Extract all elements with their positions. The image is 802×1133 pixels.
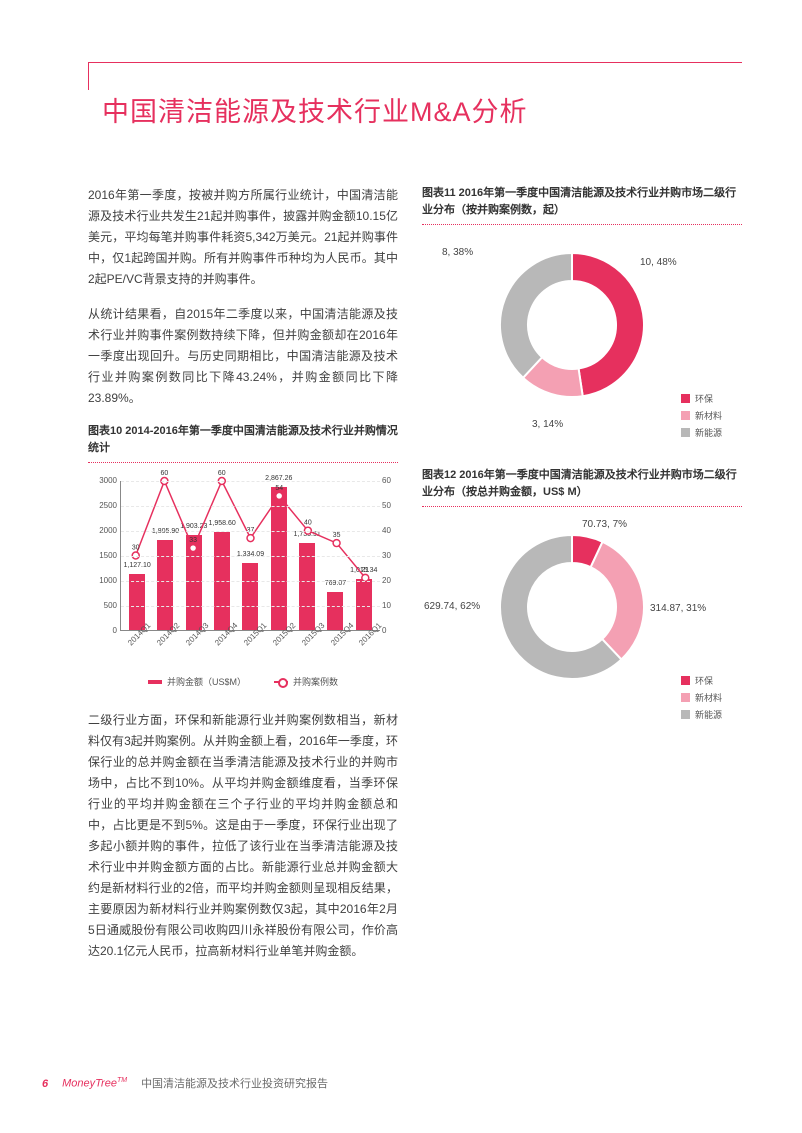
donut-legend: 环保新材料新能源 <box>681 388 722 439</box>
page-number: 6 <box>42 1078 48 1090</box>
paragraph-1: 2016年第一季度，按被并购方所属行业统计，中国清洁能源及技术行业共发生21起并… <box>88 185 398 290</box>
chart-11-title: 图表11 2016年第一季度中国清洁能源及技术行业并购市场二级行业分布（按并购案… <box>422 185 742 225</box>
donut-callout: 3, 14% <box>532 419 563 430</box>
svg-text:35: 35 <box>333 532 341 539</box>
footer: 6 MoneyTreeTM 中国清洁能源及技术行业投资研究报告 <box>42 1075 328 1091</box>
chart-10: 图表10 2014-2016年第一季度中国清洁能源及技术行业并购情况统计 1,1… <box>88 423 398 688</box>
donut-callout: 70.73, 7% <box>582 519 627 530</box>
donut-callout: 8, 38% <box>442 247 473 258</box>
legend-bar: 并购金额（US$M） <box>148 675 246 688</box>
donut-legend: 环保新材料新能源 <box>681 670 722 721</box>
svg-text:60: 60 <box>218 470 226 477</box>
svg-text:21: 21 <box>361 567 369 574</box>
page-title: 中国清洁能源及技术行业M&A分析 <box>102 90 742 129</box>
paragraph-3: 二级行业方面，环保和新能源行业并购案例数相当，新材料仅有3起并购案例。从并购金额… <box>88 710 398 962</box>
svg-text:60: 60 <box>161 470 169 477</box>
legend-line-label: 并购案例数 <box>293 675 338 688</box>
chart-12-title: 图表12 2016年第一季度中国清洁能源及技术行业并购市场二级行业分布（按总并购… <box>422 467 742 507</box>
svg-text:33: 33 <box>189 537 197 544</box>
legend-line: 并购案例数 <box>274 675 338 688</box>
svg-text:54: 54 <box>275 485 283 492</box>
chart-10-title: 图表10 2014-2016年第一季度中国清洁能源及技术行业并购情况统计 <box>88 423 398 463</box>
document-title: 中国清洁能源及技术行业投资研究报告 <box>141 1075 328 1091</box>
svg-text:30: 30 <box>132 545 140 552</box>
brand: MoneyTreeTM <box>62 1077 127 1090</box>
chart-11: 图表11 2016年第一季度中国清洁能源及技术行业并购市场二级行业分布（按并购案… <box>422 185 742 445</box>
donut-callout: 629.74, 62% <box>424 601 480 612</box>
donut-callout: 314.87, 31% <box>650 603 706 614</box>
donut-callout: 10, 48% <box>640 257 677 268</box>
legend-bar-label: 并购金额（US$M） <box>167 675 246 688</box>
svg-text:40: 40 <box>304 520 312 527</box>
paragraph-2: 从统计结果看，自2015年二季度以来，中国清洁能源及技术行业并购事件案例数持续下… <box>88 304 398 409</box>
chart-12: 图表12 2016年第一季度中国清洁能源及技术行业并购市场二级行业分布（按总并购… <box>422 467 742 727</box>
